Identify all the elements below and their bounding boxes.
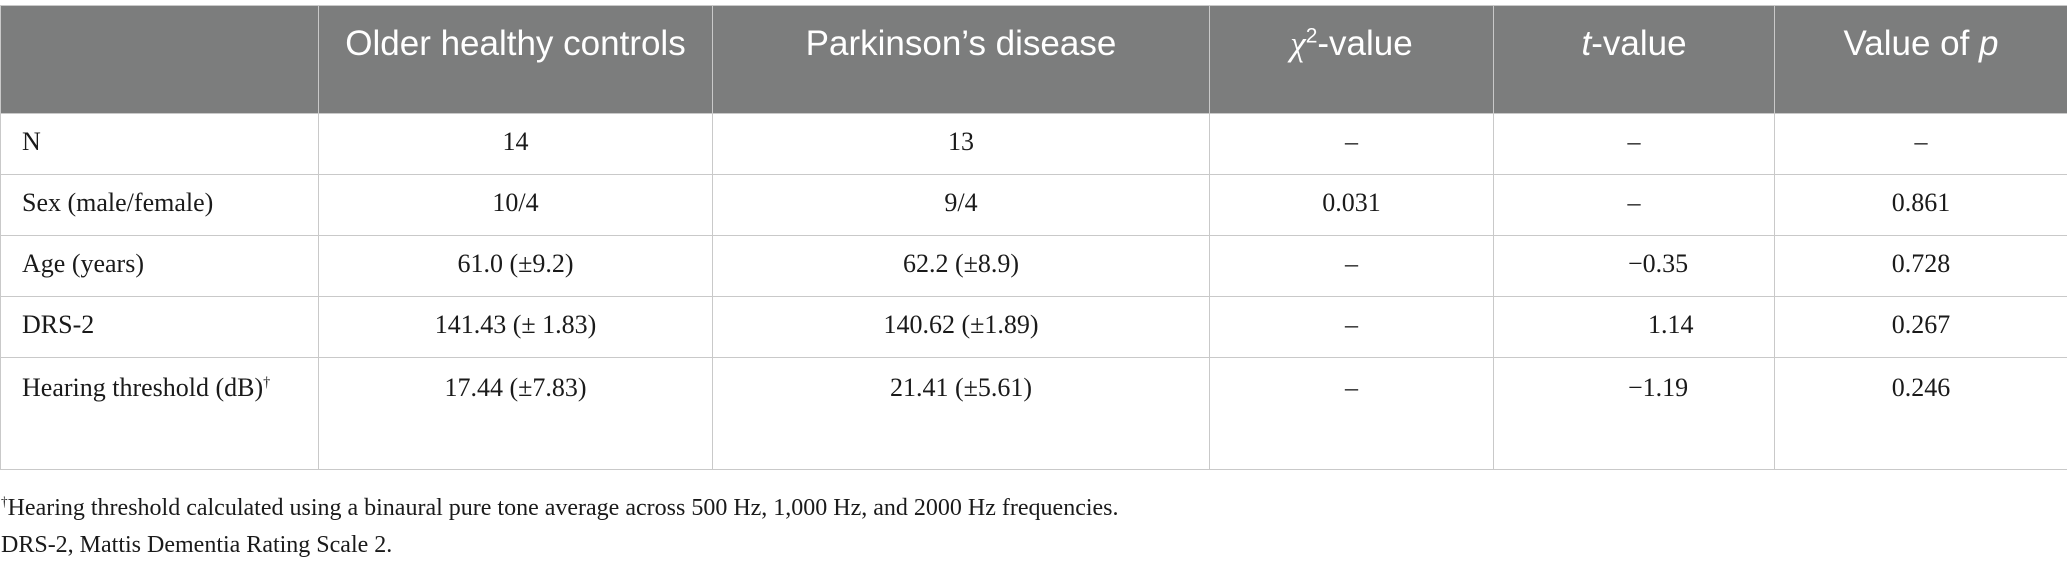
p-value: – <box>1775 114 2067 175</box>
chi2-value: 0.031 <box>1210 175 1494 236</box>
row-label: Sex (male/female) <box>1 175 319 236</box>
footnote-drs2: DRS-2, Mattis Dementia Rating Scale 2. <box>1 527 1119 564</box>
header-t-value: t-value <box>1494 6 1775 114</box>
controls-value: 10/4 <box>319 175 713 236</box>
chi-superscript: 2 <box>1306 24 1318 47</box>
pd-value: 140.62 (±1.89) <box>713 297 1210 358</box>
header-older-healthy-controls-text: Older healthy controls <box>345 24 685 63</box>
p-value: 0.728 <box>1775 236 2067 297</box>
chi2-value: – <box>1210 358 1494 470</box>
header-parkinsons-disease: Parkinson’s disease <box>713 6 1210 114</box>
pd-value: 13 <box>713 114 1210 175</box>
header-blank <box>1 6 319 114</box>
pd-value: 9/4 <box>713 175 1210 236</box>
table-row: Hearing threshold (dB)† 17.44 (±7.83) 21… <box>1 358 2067 470</box>
t-value: −1.19 <box>1494 358 1775 470</box>
demographics-table: Older healthy controls Parkinson’s disea… <box>0 5 2067 470</box>
controls-value: 61.0 (±9.2) <box>319 236 713 297</box>
header-parkinsons-disease-text: Parkinson’s disease <box>806 24 1117 63</box>
table-header: Older healthy controls Parkinson’s disea… <box>1 6 2067 114</box>
header-chi2-value: χ2-value <box>1210 6 1494 114</box>
p-prefix: Value of <box>1843 24 1979 63</box>
t-symbol: t <box>1581 24 1591 63</box>
chi2-value: – <box>1210 297 1494 358</box>
t-value: −0.35 <box>1494 236 1775 297</box>
row-label-text: Hearing threshold (dB) <box>22 373 263 402</box>
table-row: N 14 13 – – – <box>1 114 2067 175</box>
footnote-dagger: † <box>1 494 8 509</box>
t-value: – <box>1494 114 1775 175</box>
row-label: N <box>1 114 319 175</box>
table-footnotes: †Hearing threshold calculated using a bi… <box>1 490 1119 564</box>
table-row: DRS-2 141.43 (± 1.83) 140.62 (±1.89) – 1… <box>1 297 2067 358</box>
controls-value: 141.43 (± 1.83) <box>319 297 713 358</box>
chi-symbol: χ <box>1290 24 1305 63</box>
footnote-hearing-threshold-text: Hearing threshold calculated using a bin… <box>8 495 1119 521</box>
chi2-value: – <box>1210 236 1494 297</box>
footnote-hearing-threshold: †Hearing threshold calculated using a bi… <box>1 490 1119 527</box>
header-row: Older healthy controls Parkinson’s disea… <box>1 6 2067 114</box>
table-row: Age (years) 61.0 (±9.2) 62.2 (±8.9) – −0… <box>1 236 2067 297</box>
t-value: 1.14 <box>1494 297 1775 358</box>
pd-value: 62.2 (±8.9) <box>713 236 1210 297</box>
table-row: Sex (male/female) 10/4 9/4 0.031 – 0.861 <box>1 175 2067 236</box>
t-suffix: -value <box>1591 24 1686 63</box>
pd-value: 21.41 (±5.61) <box>713 358 1210 470</box>
row-label: Hearing threshold (dB)† <box>1 358 319 470</box>
chi2-value: – <box>1210 114 1494 175</box>
header-older-healthy-controls: Older healthy controls <box>319 6 713 114</box>
controls-value: 17.44 (±7.83) <box>319 358 713 470</box>
dagger-mark: † <box>263 374 270 390</box>
chi2-suffix: -value <box>1317 24 1412 63</box>
row-label: DRS-2 <box>1 297 319 358</box>
p-value: 0.861 <box>1775 175 2067 236</box>
p-symbol: p <box>1979 24 1998 63</box>
row-label: Age (years) <box>1 236 319 297</box>
header-p-value: Value of p <box>1775 6 2067 114</box>
p-value: 0.246 <box>1775 358 2067 470</box>
table-body: N 14 13 – – – Sex (male/female) 10/4 9/4… <box>1 114 2067 470</box>
p-value: 0.267 <box>1775 297 2067 358</box>
controls-value: 14 <box>319 114 713 175</box>
t-value: – <box>1494 175 1775 236</box>
